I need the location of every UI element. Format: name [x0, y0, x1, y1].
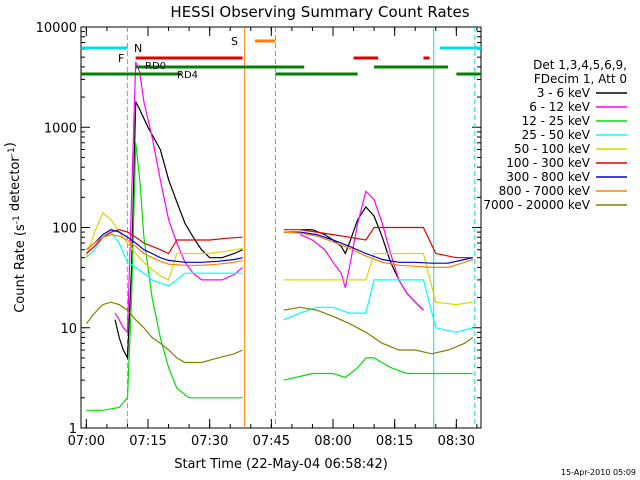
flag-label-rd4: RD4 [177, 70, 198, 81]
footer-timestamp: 15-Apr-2010 05:09 [561, 468, 636, 477]
series-100-300keV-line [85, 229, 243, 255]
x-tick-label: 07:30 [191, 434, 228, 449]
series-25-50keV-line [283, 279, 473, 333]
x-tick-label: 08:00 [314, 434, 351, 449]
x-tick-label: 07:45 [253, 434, 290, 449]
series-7000-20000keV-line [283, 306, 474, 355]
y-axis-label-part: detector [8, 156, 23, 216]
legend-label: 3 - 6 keV [537, 86, 591, 100]
x-axis-label: Start Time (22-May-04 06:58:42) [174, 457, 388, 472]
flag-label-rd0: RD0 [145, 61, 166, 72]
y-tick-label: 100 [52, 222, 77, 237]
series-100-300keV-line [283, 226, 473, 259]
series-6-12keV-line [114, 61, 243, 334]
series-12-25keV-line [283, 357, 473, 381]
y-axis-label-part: Count Rate (s [13, 224, 28, 313]
y-tick-label: 10 [60, 322, 77, 337]
y-axis-label-part: ) [3, 142, 18, 147]
series-12-25keV-line [86, 142, 243, 411]
y-axis-label-superscript: -1 [12, 215, 22, 224]
legend-label: 25 - 50 keV [522, 128, 591, 142]
flag-label-f: F [118, 52, 124, 65]
y-axis-label-superscript: -1 [7, 147, 17, 156]
y-tick-label: 1 [69, 422, 77, 437]
series-300-800keV-line [283, 231, 473, 264]
series-800-7000keV-line [85, 233, 243, 266]
flag-label-s: S [231, 35, 238, 48]
x-tick-label: 08:15 [376, 434, 413, 449]
series-800-7000keV-line [283, 231, 473, 268]
series-3-6keV-line [114, 101, 243, 361]
y-tick-label: 1000 [44, 121, 77, 136]
y-axis-label: Count Rate (s-1 detector-1) [3, 142, 28, 313]
legend-label: 12 - 25 keV [522, 114, 591, 128]
flag-label-n: N [134, 42, 142, 55]
legend-label: 800 - 7000 keV [499, 184, 591, 198]
series-300-800keV-line [85, 229, 243, 263]
legend-label: 100 - 300 keV [506, 156, 590, 170]
legend-label: 7000 - 20000 keV [483, 198, 590, 212]
series-7000-20000keV-line [85, 301, 243, 364]
x-tick-label: 07:15 [129, 434, 166, 449]
legend-title-line2: FDecim 1, Att 0 [534, 72, 627, 86]
legend-title-line1: Det 1,3,4,5,6,9, [533, 58, 627, 72]
series-6-12keV-line [299, 190, 424, 311]
legend-label: 300 - 800 keV [506, 170, 590, 184]
series-50-100keV-line [85, 211, 243, 281]
legend-label: 50 - 100 keV [514, 142, 591, 156]
series-3-6keV-line [300, 206, 424, 311]
x-tick-label: 07:00 [68, 434, 105, 449]
y-tick-label: 10000 [36, 21, 77, 36]
series-50-100keV-line [283, 252, 473, 306]
legend-label: 6 - 12 keV [529, 100, 591, 114]
x-tick-label: 08:30 [438, 434, 475, 449]
chart-title: HESSI Observing Summary Count Rates [170, 3, 469, 21]
